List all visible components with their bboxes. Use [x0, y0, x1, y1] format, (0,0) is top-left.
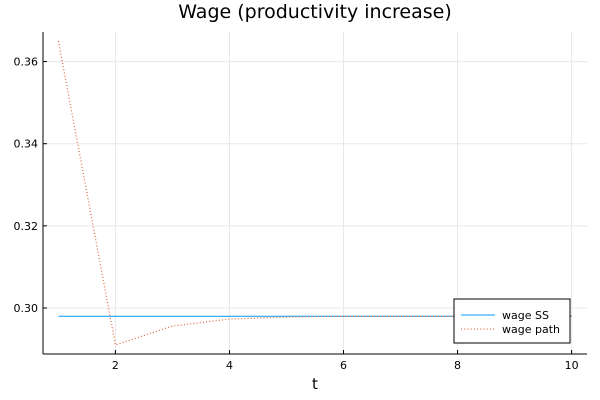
legend-label: wage path: [502, 323, 560, 336]
y-tick-label: 0.32: [14, 220, 39, 233]
chart-title: Wage (productivity increase): [178, 1, 452, 23]
y-tick-label: 0.34: [14, 138, 39, 151]
y-ticks: 0.30 0.32 0.34 0.36: [14, 56, 47, 315]
legend-box: [453, 298, 571, 344]
grid: [43, 32, 587, 354]
x-tick-label: 8: [454, 359, 461, 372]
y-tick-label: 0.30: [14, 302, 39, 315]
x-tick-label: 6: [340, 359, 347, 372]
x-axis-label: t: [312, 375, 318, 393]
x-tick-label: 2: [112, 359, 119, 372]
series-line-wage-path: [57, 40, 572, 346]
legend-label: wage SS: [502, 309, 549, 322]
x-ticks: 2 4 6 8 10: [112, 350, 579, 372]
x-tick-label: 10: [565, 359, 579, 372]
x-tick-label: 4: [226, 359, 233, 372]
y-tick-label: 0.36: [14, 56, 39, 69]
